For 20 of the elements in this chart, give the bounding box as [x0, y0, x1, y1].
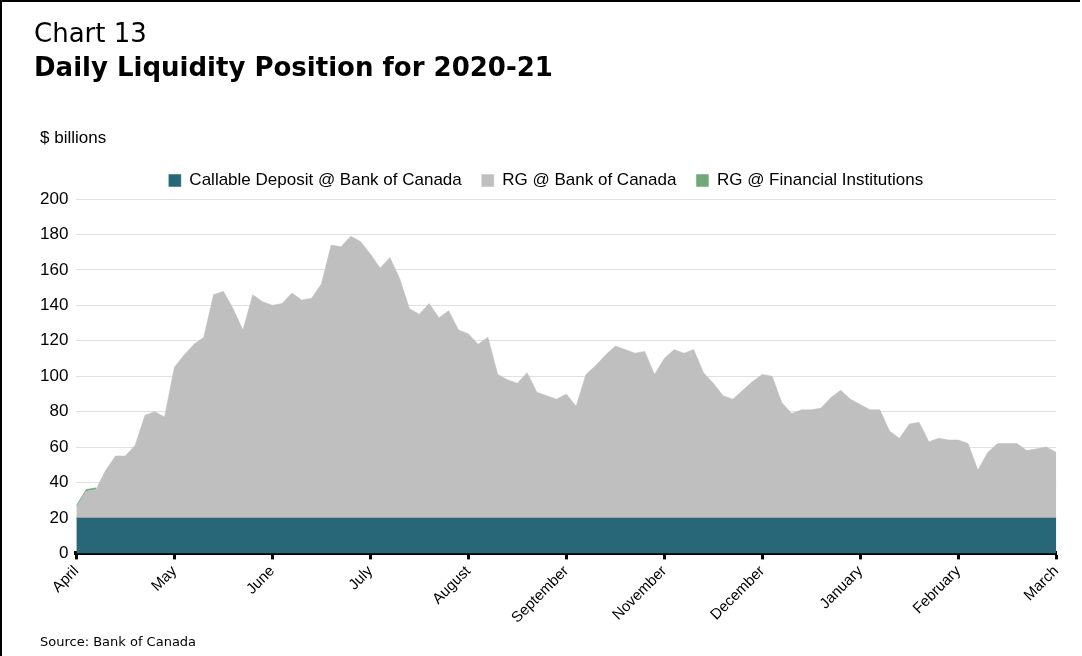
y-tick-label: 60	[49, 436, 69, 456]
chart-subtitle: Chart 13	[34, 18, 147, 48]
y-tick-label: 0	[58, 543, 69, 563]
y-tick-label: 200	[39, 188, 69, 208]
y-tick-label: 80	[49, 401, 69, 421]
y-tick-label: 160	[39, 259, 69, 279]
source-note: Source: Bank of Canada	[40, 634, 197, 649]
y-tick-label: 140	[39, 295, 69, 314]
y-tick-label: 180	[39, 224, 69, 244]
chart-title: Daily Liquidity Position for 2020-21	[34, 52, 553, 82]
y-tick-label: 40	[49, 472, 69, 492]
y-tick-label: 20	[49, 507, 69, 527]
x-tick-label: May	[147, 561, 180, 594]
legend-label: RG @ Financial Institutions	[716, 170, 924, 190]
legend-label: RG @ Bank of Canada	[502, 170, 677, 190]
y-tick-label: 100	[39, 365, 69, 385]
x-tick-label: July	[344, 561, 376, 593]
y-axis-title: $ billions	[40, 128, 107, 148]
legend-label: Callable Deposit @ Bank of Canada	[189, 170, 463, 190]
y-tick-label: 120	[39, 330, 69, 350]
